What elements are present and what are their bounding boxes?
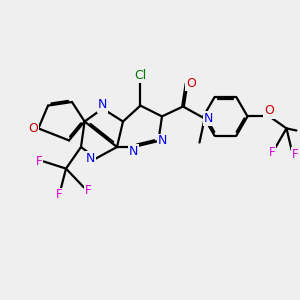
Text: F: F xyxy=(298,124,300,137)
Text: F: F xyxy=(292,148,298,161)
Text: Cl: Cl xyxy=(134,69,146,82)
Text: N: N xyxy=(129,145,138,158)
Text: F: F xyxy=(268,146,275,159)
Text: O: O xyxy=(265,104,274,118)
Text: F: F xyxy=(36,155,42,168)
Text: O: O xyxy=(28,122,38,135)
Text: F: F xyxy=(85,184,92,197)
Text: N: N xyxy=(98,98,107,112)
Text: N: N xyxy=(158,134,168,148)
Text: O: O xyxy=(186,77,196,90)
Text: F: F xyxy=(56,188,62,202)
Text: N: N xyxy=(203,112,213,125)
Text: N: N xyxy=(86,152,95,165)
